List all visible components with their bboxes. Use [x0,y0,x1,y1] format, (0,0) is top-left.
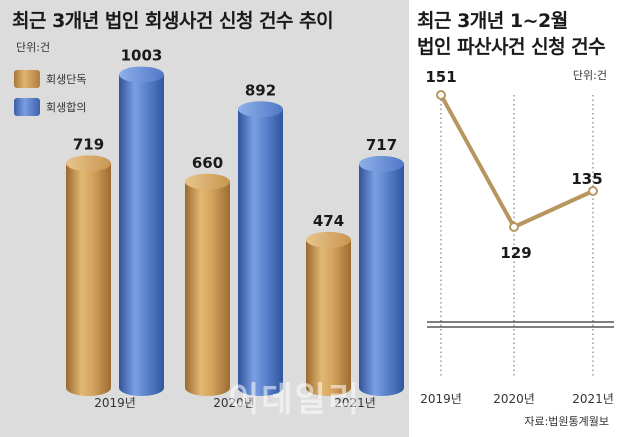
bar-2-2 [238,101,283,396]
source-note: 자료:법원통계월보 [524,415,609,428]
bar-x-tick-label-2: 2020년 [213,396,255,410]
bar-1-2 [185,173,230,396]
bar-value-label-2-2: 892 [245,81,276,99]
line-value-label-2: 129 [500,244,531,262]
watermark: 이데일리 [228,380,362,420]
bar-1-1 [66,155,111,396]
bar-2-3 [359,155,404,396]
line-point-2 [509,222,519,232]
legend-item-series-1: 회생단독 [14,68,86,90]
line-value-label-3: 135 [571,170,602,188]
legend-item-series-2: 회생합의 [14,96,86,118]
line-x-tick-label-1: 2019년 [420,392,462,406]
bar-value-label-2-3: 717 [366,136,397,154]
line-point-3 [588,186,598,196]
line-x-tick-label-2: 2020년 [493,392,535,406]
left-chart-unit: 단위:건 [16,41,51,54]
bar-2-1 [119,66,164,396]
right-chart-panel: 최근 3개년 1~2월 법인 파산사건 신청 건수 단위:건 151 129 135… [409,0,619,437]
line-chart: 151 129 135 2019년 2020년 2021년 [420,68,614,406]
line-point-1 [436,90,446,100]
right-chart-title-line-2: 법인 파산사건 신청 건수 [417,36,606,58]
bar-chart: 719 1003 660 892 474 717 2019년 2020년 2021년 [66,47,404,410]
bar-x-tick-label-1: 2019년 [94,396,136,410]
left-chart-panel: 최근 3개년 법인 회생사건 신청 건수 추이 단위:건 회생단독 회생합의 [0,0,409,437]
bar-value-label-1-2: 660 [192,154,223,172]
line-value-label-1: 151 [425,68,456,86]
legend-swatch-series-2 [14,98,40,116]
right-chart-title-line-1: 최근 3개년 1~2월 [417,10,568,32]
legend-label-series-1: 회생단독 [46,73,87,86]
line-series-path [439,94,594,229]
bar-value-label-1-1: 719 [73,135,104,153]
bar-value-label-1-3: 474 [313,212,344,230]
legend-swatch-series-1 [14,70,40,88]
line-x-tick-label-3: 2021년 [572,392,614,406]
right-chart-unit: 단위:건 [572,69,607,82]
left-chart-title: 최근 3개년 법인 회생사건 신청 건수 추이 [12,10,334,32]
bar-value-label-2-1: 1003 [121,47,163,65]
legend-label-series-2: 회생합의 [46,101,87,114]
bar-x-tick-label-3: 2021년 [334,396,376,410]
bar-1-3 [306,231,351,396]
